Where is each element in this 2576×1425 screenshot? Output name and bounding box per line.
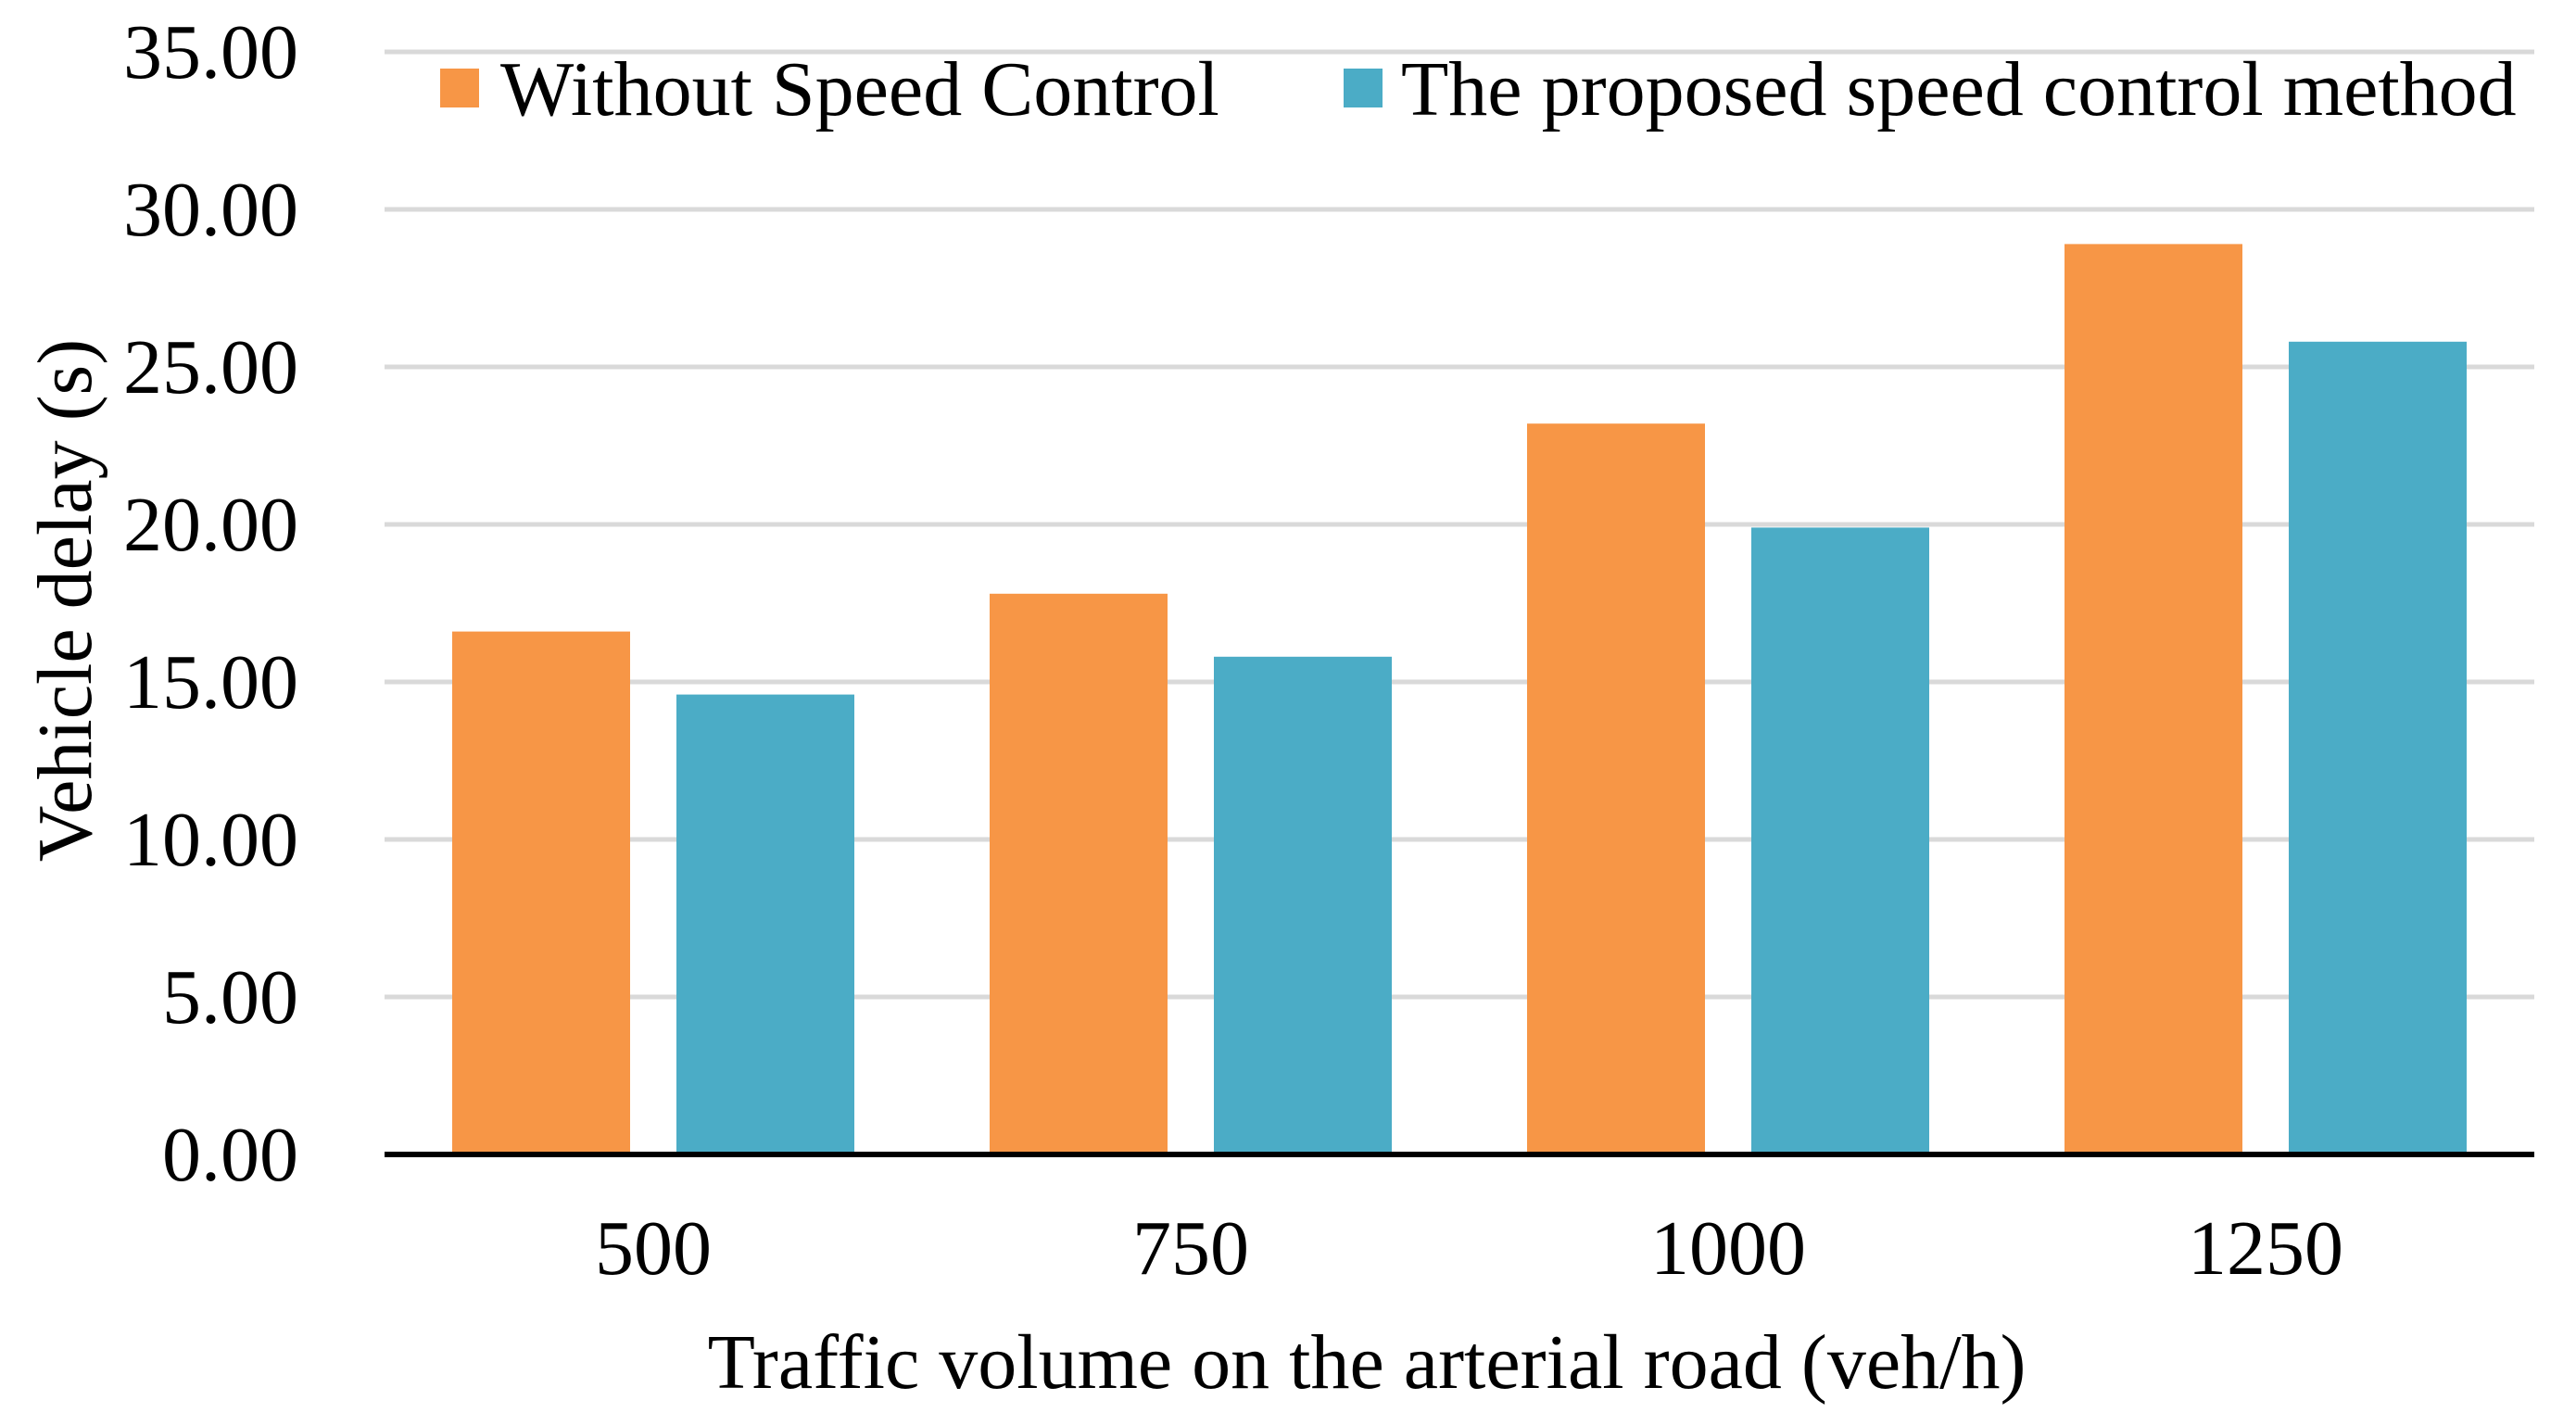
bar-proposed-speed-control-500: [676, 694, 854, 1154]
legend-swatch-proposed-speed-control: [1344, 69, 1383, 107]
y-tick-label: 30.00: [123, 167, 298, 253]
bars: [452, 244, 2467, 1154]
y-tick-label: 35.00: [123, 9, 298, 95]
y-tick-label: 0.00: [162, 1112, 298, 1198]
y-axis-title: Vehicle delay (s): [22, 339, 108, 862]
legend-label-proposed-speed-control: The proposed speed control method: [1401, 46, 2517, 132]
legend: Without Speed Control The proposed speed…: [440, 46, 2517, 132]
x-category-label: 1000: [1650, 1205, 1806, 1292]
x-category-label: 1250: [2188, 1205, 2343, 1292]
bar-proposed-speed-control-1000: [1751, 527, 1929, 1154]
bar-without-speed-control-1000: [1527, 423, 1705, 1154]
y-tick-labels: 0.00 5.00 10.00 15.00 20.00 25.00 30.00 35.00: [123, 9, 298, 1198]
legend-label-without-speed-control: Without Speed Control: [500, 46, 1219, 132]
x-category-labels: 500 750 1000 1250: [595, 1205, 2343, 1292]
bar-without-speed-control-500: [452, 631, 630, 1154]
bar-proposed-speed-control-1250: [2289, 341, 2467, 1154]
legend-swatch-without-speed-control: [440, 69, 479, 107]
y-tick-label: 25.00: [123, 324, 298, 410]
bar-without-speed-control-750: [990, 593, 1168, 1154]
y-tick-label: 15.00: [123, 639, 298, 725]
y-tick-label: 20.00: [123, 482, 298, 568]
x-category-label: 750: [1132, 1205, 1249, 1292]
y-tick-label: 10.00: [123, 797, 298, 883]
bar-without-speed-control-1250: [2065, 244, 2242, 1154]
x-axis-title: Traffic volume on the arterial road (veh…: [708, 1319, 2027, 1406]
x-category-label: 500: [595, 1205, 712, 1292]
y-tick-label: 5.00: [162, 954, 298, 1040]
bar-proposed-speed-control-750: [1214, 656, 1392, 1154]
